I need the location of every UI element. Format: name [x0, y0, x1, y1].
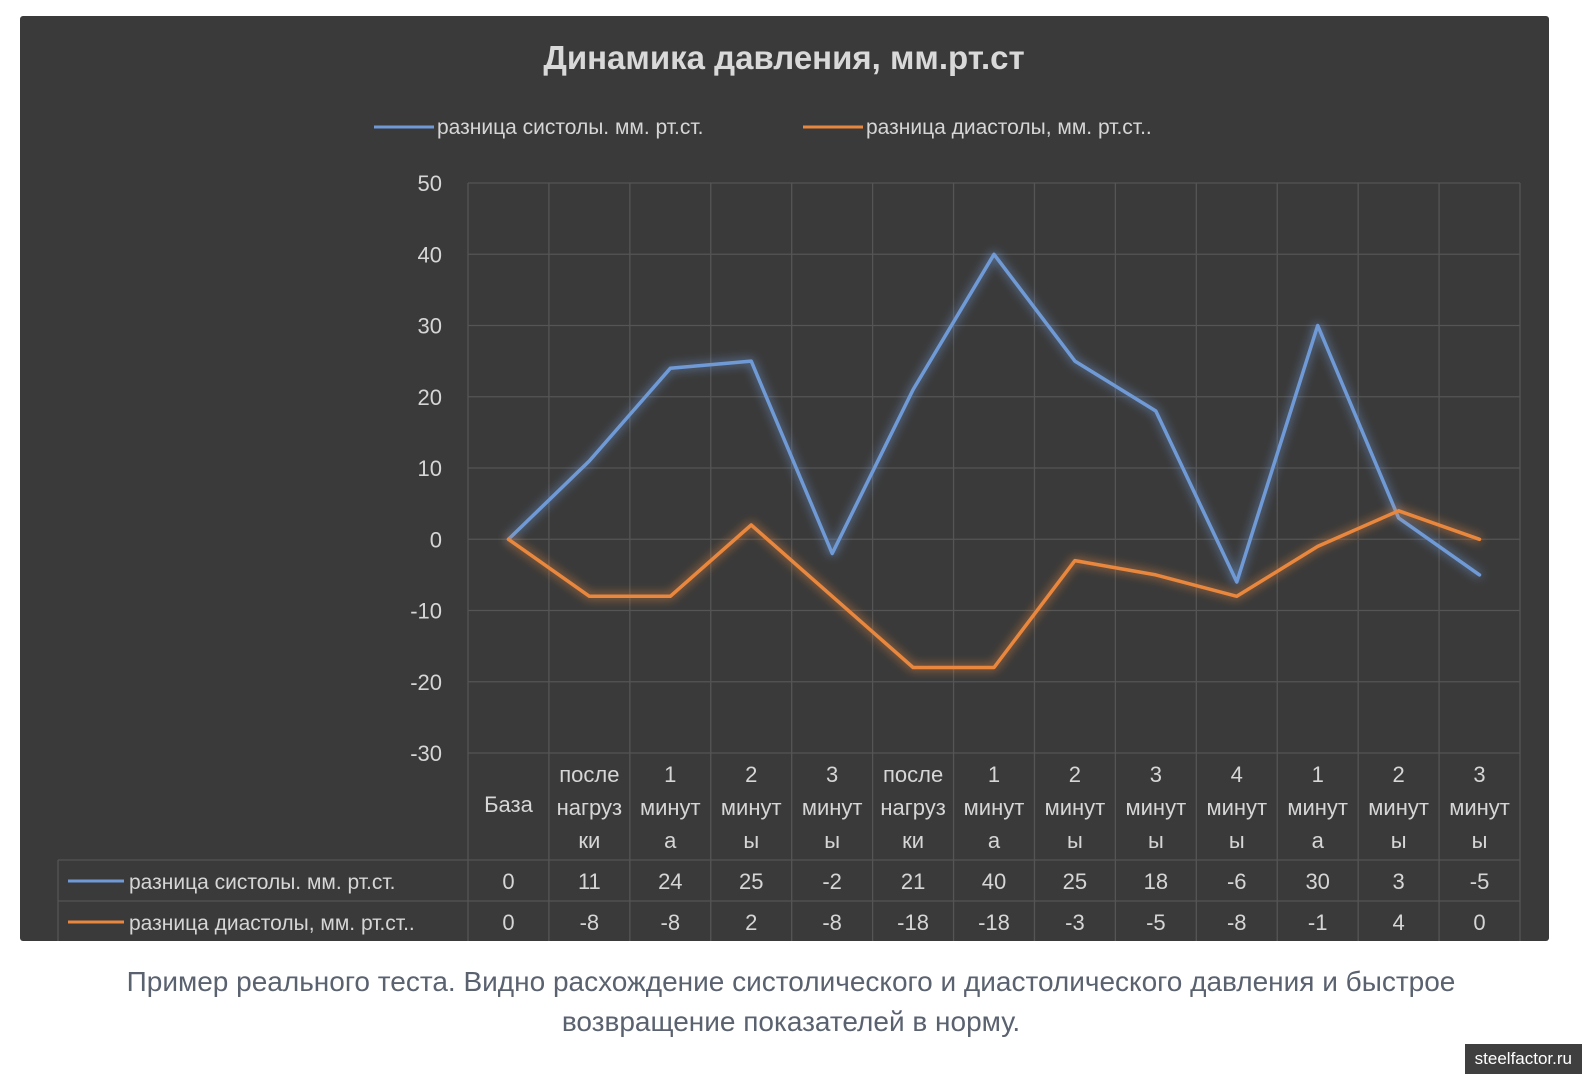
x-category-label: 3	[1473, 762, 1485, 787]
x-category-label: База	[484, 792, 534, 817]
x-category-label: 2	[1069, 762, 1081, 787]
x-category-label: ы	[1067, 828, 1083, 853]
table-value: 18	[1144, 869, 1168, 894]
table-value: 40	[982, 869, 1006, 894]
chart-panel: Динамика давления, мм.рт.ст разница систо…	[20, 16, 1549, 941]
x-category-label: минут	[1126, 795, 1187, 820]
pressure-chart: Динамика давления, мм.рт.ст разница систо…	[57, 39, 1521, 941]
x-category-label: 2	[745, 762, 757, 787]
series-line-1	[506, 252, 1482, 584]
x-category-label: 3	[1150, 762, 1162, 787]
y-tick-label: 20	[418, 385, 442, 410]
watermark: steelfactor.ru	[1464, 1044, 1582, 1074]
x-category-label: минут	[1449, 795, 1510, 820]
x-category-label: ы	[743, 828, 759, 853]
caption-line-2: возвращение показателей в норму.	[561, 1006, 1021, 1037]
table-value: -2	[822, 869, 842, 894]
table-value: 21	[901, 869, 925, 894]
x-category-label: после	[559, 762, 619, 787]
table-series-name-1: разница систолы. мм. рт.ст.	[129, 871, 395, 894]
y-tick-label: -10	[410, 599, 442, 624]
x-category-label: минут	[802, 795, 863, 820]
figure-caption: Пример реального теста. Видно расхождени…	[0, 962, 1582, 1042]
x-category-label: минут	[721, 795, 782, 820]
y-tick-label: -20	[410, 670, 442, 695]
table-value: -1	[1308, 910, 1328, 935]
table-value: 25	[1063, 869, 1087, 894]
y-tick-label: 40	[418, 242, 442, 267]
x-category-label: 4	[1231, 762, 1243, 787]
y-tick-label: 30	[418, 314, 442, 339]
x-category-label: ы	[824, 828, 840, 853]
table-value: -5	[1470, 869, 1490, 894]
x-category-label: после	[883, 762, 943, 787]
table-value: 25	[739, 869, 763, 894]
y-tick-label: -30	[410, 741, 442, 766]
chart-title: Динамика давления, мм.рт.ст	[543, 39, 1024, 76]
table-value: 2	[745, 910, 757, 935]
x-category-label: минут	[1368, 795, 1429, 820]
series-line-2	[506, 509, 1482, 670]
x-category-label: ки	[902, 828, 924, 853]
x-category-label: ы	[1391, 828, 1407, 853]
x-category-label: минут	[1287, 795, 1348, 820]
table-value: -8	[822, 910, 842, 935]
x-category-label: ки	[578, 828, 600, 853]
x-category-label: минут	[640, 795, 701, 820]
x-category-label: минут	[1045, 795, 1106, 820]
legend-label-1: разница систолы. мм. рт.ст.	[437, 116, 703, 139]
y-tick-label: 50	[418, 171, 442, 196]
x-category-label: 3	[826, 762, 838, 787]
table-value: 4	[1392, 910, 1404, 935]
table-value: -5	[1146, 910, 1166, 935]
table-value: -3	[1065, 910, 1085, 935]
x-category-label: ы	[1472, 828, 1488, 853]
x-category-label: нагруз	[557, 795, 622, 820]
x-category-label: минут	[964, 795, 1025, 820]
x-category-label: а	[988, 828, 1001, 853]
table-value: -18	[897, 910, 929, 935]
table-value: 11	[578, 869, 601, 894]
table-value: -8	[1227, 910, 1247, 935]
legend-label-2: разница диастолы, мм. рт.ст..	[866, 116, 1152, 139]
table-value: 30	[1305, 869, 1329, 894]
table-value: 0	[502, 910, 514, 935]
x-category-label: 1	[988, 762, 1000, 787]
x-category-label: а	[1312, 828, 1325, 853]
table-value: -6	[1227, 869, 1247, 894]
table-value: 3	[1392, 869, 1404, 894]
x-category-label: 1	[664, 762, 676, 787]
x-category-label: нагруз	[880, 795, 945, 820]
x-category-label: минут	[1206, 795, 1267, 820]
x-category-label: 1	[1312, 762, 1324, 787]
x-category-label: 2	[1392, 762, 1404, 787]
table-series-name-2: разница диастолы, мм. рт.ст..	[129, 912, 415, 935]
table-value: 0	[1473, 910, 1485, 935]
x-category-label: ы	[1229, 828, 1245, 853]
caption-line-1: Пример реального теста. Видно расхождени…	[126, 966, 1456, 997]
table-value: 0	[502, 869, 514, 894]
y-tick-label: 0	[430, 527, 442, 552]
x-category-label: а	[664, 828, 677, 853]
table-value: 24	[658, 869, 682, 894]
y-tick-label: 10	[418, 456, 442, 481]
table-value: -8	[580, 910, 600, 935]
table-value: -8	[661, 910, 681, 935]
x-category-label: ы	[1148, 828, 1164, 853]
table-value: -18	[978, 910, 1010, 935]
